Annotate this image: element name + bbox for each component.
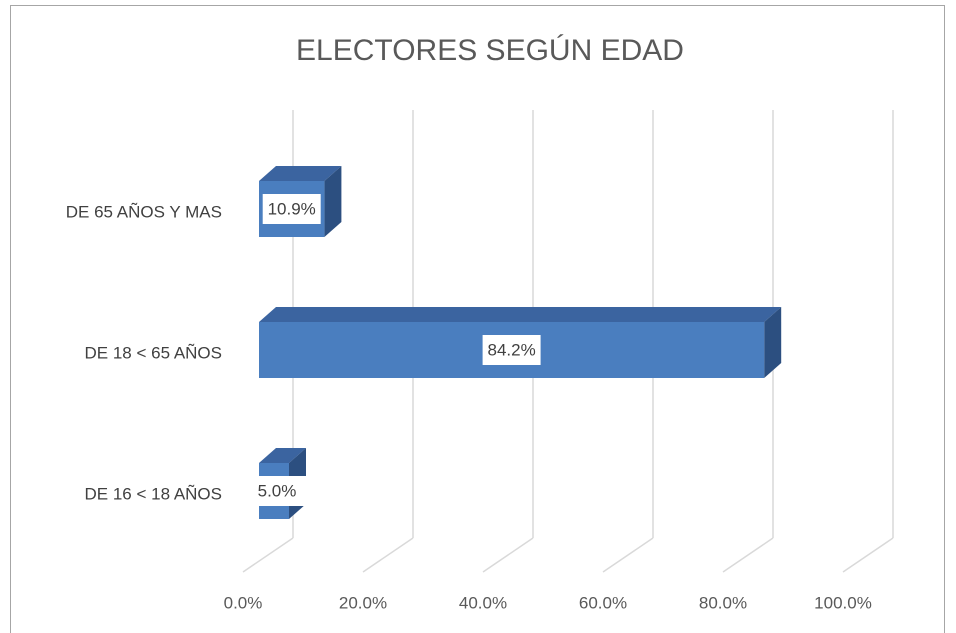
bar-side [764, 307, 782, 378]
grid-line-floor [722, 537, 774, 573]
grid-line-floor [362, 537, 414, 573]
bar-top [259, 448, 306, 463]
y-tick-label: DE 18 < 65 AÑOS [85, 343, 223, 362]
grid-line-floor [842, 537, 894, 573]
x-tick-label: 20.0% [339, 593, 387, 612]
y-tick-label: DE 16 < 18 AÑOS [85, 484, 223, 503]
y-tick-label: DE 65 AÑOS Y MAS [66, 202, 222, 221]
value-label-box [262, 194, 321, 224]
value-label: 10.9% [268, 199, 316, 218]
bar-side [324, 166, 342, 237]
x-tick-label: 100.0% [814, 593, 872, 612]
x-tick-label: 80.0% [699, 593, 747, 612]
value-label-box [482, 335, 541, 365]
bar-top [259, 307, 782, 322]
grid-line-floor [482, 537, 534, 573]
value-label: 84.2% [487, 340, 535, 359]
value-label: 5.0% [258, 481, 297, 500]
x-tick-label: 40.0% [459, 593, 507, 612]
bar-top [259, 166, 342, 181]
grid-line-floor [242, 537, 294, 573]
chart-title: ELECTORES SEGÚN EDAD [296, 34, 684, 67]
x-tick-label: 0.0% [224, 593, 263, 612]
x-tick-label: 60.0% [579, 593, 627, 612]
grid-line-floor [602, 537, 654, 573]
value-label-box [248, 476, 306, 506]
